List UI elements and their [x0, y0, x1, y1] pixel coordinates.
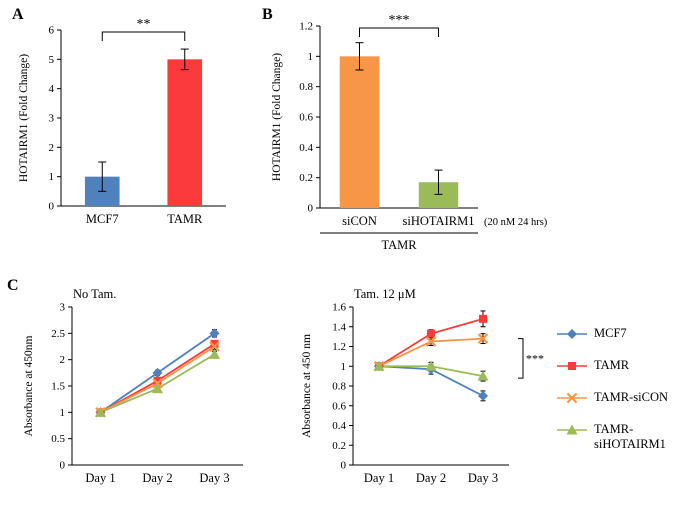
svg-text:TAMR: TAMR: [167, 212, 203, 226]
svg-text:0: 0: [49, 201, 55, 213]
svg-text:HOTAIRM1 (Fold Change): HOTAIRM1 (Fold Change): [271, 53, 283, 181]
square-marker-icon: [427, 329, 435, 338]
svg-text:6: 6: [49, 25, 55, 37]
group-label: TAMR: [381, 238, 417, 252]
bar-chart-hotairm1-sicon-vs-sihotairm1: 0 0.2 0.4 0.6 0.8 1 1.2 HOTAIRM1 (Fold Change) s…: [271, 13, 548, 252]
significance-label: ***: [526, 351, 544, 365]
svg-text:0.6: 0.6: [299, 112, 313, 124]
significance-bracket: [518, 338, 524, 379]
svg-text:2: 2: [49, 142, 55, 154]
diamond-marker-icon: [557, 329, 587, 339]
line-chart-tamoxifen-12um: 0 0.2 0.4 0.6 0.8 1 1.2 1.4 1.6 Absorbance at 450…: [301, 287, 544, 485]
svg-text:4: 4: [49, 83, 55, 95]
svg-text:3: 3: [60, 302, 66, 314]
svg-text:0.8: 0.8: [332, 381, 346, 393]
triangle-marker-icon: [477, 370, 489, 381]
svg-text:1: 1: [308, 51, 314, 63]
x-marker-icon: [209, 341, 220, 352]
svg-text:1.2: 1.2: [332, 341, 346, 353]
svg-text:0: 0: [60, 460, 66, 472]
legend-item-label: TAMR-siHOTAIRM1: [594, 422, 666, 451]
bar-chart-hotairm1-mcf7-vs-tamr: 0 1 2 3 4 5 6 HOTAIRM1 (Fold Change) MCF7 TAMR **: [18, 17, 226, 226]
square-marker-icon: [479, 314, 487, 323]
svg-text:siCON: siCON: [342, 214, 377, 228]
x-marker-icon: [557, 392, 587, 404]
svg-text:1: 1: [341, 361, 347, 373]
legend-item-mcf7: MCF7: [556, 326, 688, 341]
svg-text:siHOTAIRM1: siHOTAIRM1: [403, 214, 475, 228]
triangle-marker-icon: [209, 348, 220, 359]
svg-text:Day 2: Day 2: [416, 471, 446, 485]
svg-text:Absorbance at 450nm: Absorbance at 450nm: [23, 335, 35, 436]
svg-text:0: 0: [341, 460, 347, 472]
svg-text:0.6: 0.6: [332, 400, 346, 412]
svg-text:Day 1: Day 1: [85, 471, 115, 485]
svg-text:0.4: 0.4: [299, 142, 313, 154]
svg-text:1.4: 1.4: [332, 321, 346, 333]
svg-text:MCF7: MCF7: [86, 212, 119, 226]
legend-item-tamr-sicon: TAMR-siCON: [556, 390, 688, 405]
legend-item-tamr-sihotairm1: TAMR-siHOTAIRM1: [556, 422, 688, 452]
triangle-marker-icon: [152, 383, 163, 394]
svg-text:Day 1: Day 1: [364, 471, 394, 485]
x-marker-icon: [566, 392, 578, 404]
legend-item-tamr: TAMR: [556, 358, 688, 373]
square-marker-icon: [210, 339, 219, 348]
svg-text:0.2: 0.2: [299, 172, 313, 184]
svg-text:2.5: 2.5: [51, 328, 65, 340]
legend: MCF7 TAMR TAMR-siCON TAMR-siHOTAIRM1: [556, 326, 688, 469]
diamond-marker-icon: [478, 390, 488, 401]
legend-item-label: TAMR-siCON: [594, 390, 669, 404]
triangle-marker-icon: [557, 424, 587, 435]
svg-text:1.5: 1.5: [51, 381, 65, 393]
svg-text:1.6: 1.6: [332, 302, 346, 314]
svg-text:1: 1: [60, 407, 66, 419]
bar-sicon: [339, 56, 380, 209]
bar-tamr: [167, 59, 203, 207]
svg-text:0: 0: [308, 203, 314, 215]
significance-bracket: [101, 31, 186, 41]
panel-b-label: B: [262, 6, 273, 23]
svg-text:Day 3: Day 3: [468, 471, 498, 485]
significance-label: **: [137, 17, 151, 32]
svg-text:1: 1: [49, 171, 55, 183]
square-marker-icon: [153, 376, 162, 385]
svg-text:Absorbance at 450 nm: Absorbance at 450 nm: [301, 334, 313, 438]
svg-text:1.2: 1.2: [299, 21, 313, 33]
svg-text:2: 2: [60, 354, 66, 366]
svg-text:0.2: 0.2: [332, 440, 346, 452]
svg-text:5: 5: [49, 54, 55, 66]
svg-text:3: 3: [49, 113, 55, 125]
legend-item-label: MCF7: [594, 326, 627, 340]
svg-text:HOTAIRM1 (Fold Change): HOTAIRM1 (Fold Change): [18, 54, 30, 182]
x-marker-icon: [425, 336, 437, 347]
panel-a-label: A: [12, 6, 24, 23]
diamond-marker-icon: [209, 328, 220, 339]
diamond-marker-icon: [152, 367, 163, 378]
significance-bracket: [359, 27, 439, 37]
triangle-marker-icon: [95, 406, 106, 417]
svg-text:0.5: 0.5: [51, 433, 65, 445]
svg-text:Day 3: Day 3: [199, 471, 229, 485]
chart-title: Tam. 12 μM: [354, 287, 416, 301]
significance-label: ***: [389, 13, 410, 28]
panel-c-label: C: [7, 277, 19, 294]
x-marker-icon: [477, 333, 489, 344]
legend-item-label: TAMR: [594, 358, 630, 372]
svg-text:Day 2: Day 2: [142, 471, 172, 485]
diamond-marker-icon: [567, 329, 577, 339]
chart-title: No Tam.: [73, 287, 116, 301]
square-marker-icon: [568, 362, 576, 370]
line-chart-no-tamoxifen: 0 0.5 1 1.5 2 2.5 3 Absorbance at 450nm No Tam. D…: [23, 287, 243, 485]
triangle-marker-icon: [566, 424, 578, 435]
triangle-marker-icon: [425, 360, 437, 371]
dose-annotation: (20 nM 24 hrs): [484, 217, 548, 228]
square-marker-icon: [557, 362, 587, 370]
svg-text:0.4: 0.4: [332, 420, 346, 432]
triangle-marker-icon: [373, 360, 385, 371]
svg-text:0.8: 0.8: [299, 81, 313, 93]
